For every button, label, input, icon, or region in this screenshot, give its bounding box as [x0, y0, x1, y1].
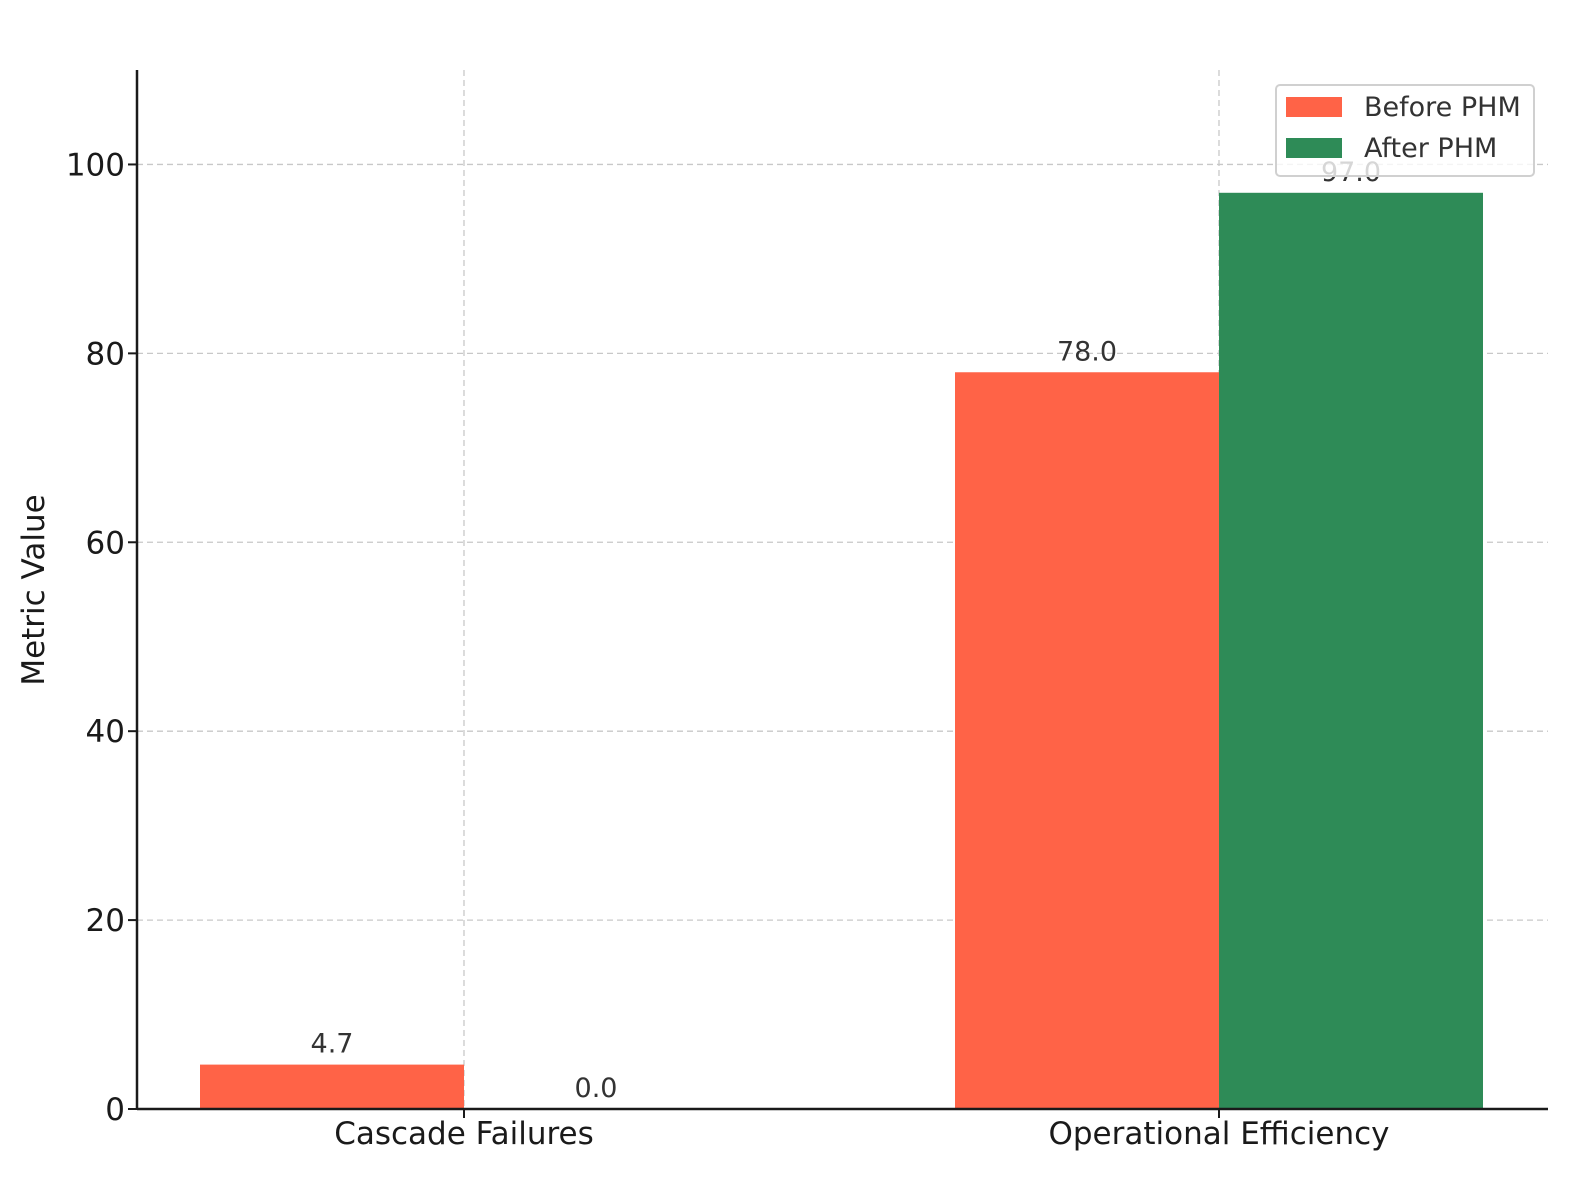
bar-value-label: 0.0: [575, 1073, 618, 1104]
legend: Before PHM After PHM: [1275, 84, 1535, 177]
y-tick-label: 40: [86, 714, 125, 750]
bar-before-phm: [200, 1064, 464, 1109]
legend-swatch: [1286, 138, 1342, 158]
x-tick-label: Operational Efficiency: [1048, 1116, 1389, 1152]
y-axis-label: Metric Value: [16, 494, 52, 685]
y-tick-label: 60: [86, 525, 125, 561]
bars-layer: [200, 192, 1483, 1110]
y-tick-label: 20: [86, 903, 125, 939]
y-tick-label: 80: [86, 336, 125, 372]
x-tick-label: Cascade Failures: [334, 1116, 594, 1152]
bar-value-label: 4.7: [311, 1029, 354, 1060]
legend-swatch: [1286, 97, 1342, 117]
y-tick-label: 100: [66, 147, 125, 183]
legend-label: After PHM: [1364, 133, 1497, 164]
bar-after-phm: [1219, 192, 1483, 1110]
bar-before-phm: [955, 372, 1219, 1110]
bar-value-label: 78.0: [1057, 336, 1117, 367]
y-tick-label: 0: [105, 1092, 125, 1128]
legend-label: Before PHM: [1364, 92, 1521, 123]
axes-layer: 0 20 40 60 80 100 Cascade Failures Operational …: [66, 70, 1548, 1152]
